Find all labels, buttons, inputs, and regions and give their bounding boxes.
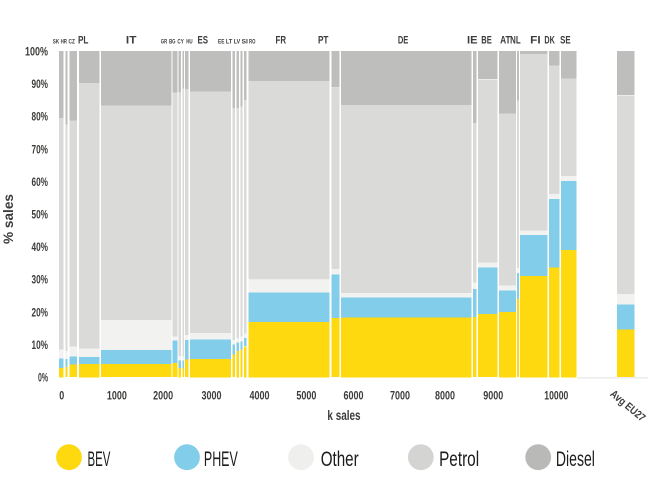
svg-text:80%: 80% (32, 110, 49, 124)
svg-text:DE: DE (398, 35, 409, 47)
svg-text:PL: PL (78, 35, 89, 47)
svg-text:EE: EE (218, 39, 225, 46)
svg-text:20%: 20% (32, 305, 49, 319)
svg-text:8000: 8000 (435, 389, 455, 403)
svg-text:LV: LV (234, 39, 241, 46)
svg-text:BG: BG (169, 39, 175, 46)
svg-text:0: 0 (59, 389, 64, 403)
svg-text:10000: 10000 (544, 389, 568, 403)
svg-text:HR: HR (61, 39, 68, 46)
svg-text:Other: Other (321, 446, 359, 471)
svg-text:% sales: % sales (1, 194, 16, 244)
svg-text:9000: 9000 (483, 389, 503, 403)
svg-text:GR: GR (161, 39, 168, 46)
svg-text:HU: HU (186, 39, 193, 46)
svg-text:100%: 100% (25, 44, 48, 58)
svg-text:k sales: k sales (327, 408, 360, 423)
svg-text:CZ: CZ (69, 39, 75, 46)
svg-text:LT: LT (226, 39, 232, 46)
svg-text:0%: 0% (38, 370, 48, 384)
svg-text:NL: NL (510, 35, 521, 47)
svg-text:3000: 3000 (202, 389, 222, 403)
svg-text:SK: SK (53, 39, 60, 46)
svg-text:PT: PT (318, 35, 329, 47)
svg-text:1000: 1000 (107, 389, 127, 403)
svg-text:CY: CY (177, 39, 184, 46)
svg-text:BEV: BEV (88, 446, 111, 471)
svg-text:FR: FR (276, 35, 287, 47)
svg-text:AT: AT (500, 35, 511, 47)
svg-text:Petrol: Petrol (439, 446, 479, 471)
svg-text:5000: 5000 (296, 389, 316, 403)
svg-text:2000: 2000 (153, 389, 173, 403)
svg-text:IT: IT (126, 35, 137, 47)
svg-text:BE: BE (481, 35, 492, 47)
svg-text:30%: 30% (32, 273, 49, 287)
svg-text:Diesel: Diesel (556, 446, 595, 471)
svg-text:SE: SE (560, 35, 571, 47)
svg-text:10%: 10% (32, 338, 49, 352)
svg-text:40%: 40% (32, 240, 49, 254)
svg-text:IE: IE (467, 35, 478, 47)
svg-text:4000: 4000 (250, 389, 270, 403)
svg-text:DK: DK (544, 35, 555, 47)
svg-text:SI: SI (242, 39, 249, 46)
svg-text:RO: RO (249, 39, 255, 46)
svg-text:6000: 6000 (344, 389, 364, 403)
svg-text:7000: 7000 (390, 389, 410, 403)
svg-text:PHEV: PHEV (204, 446, 238, 471)
svg-text:60%: 60% (32, 175, 49, 189)
svg-text:FI: FI (530, 35, 541, 47)
svg-text:ES: ES (198, 35, 209, 47)
svg-text:50%: 50% (32, 207, 49, 221)
svg-text:70%: 70% (32, 142, 49, 156)
svg-text:90%: 90% (32, 77, 49, 91)
